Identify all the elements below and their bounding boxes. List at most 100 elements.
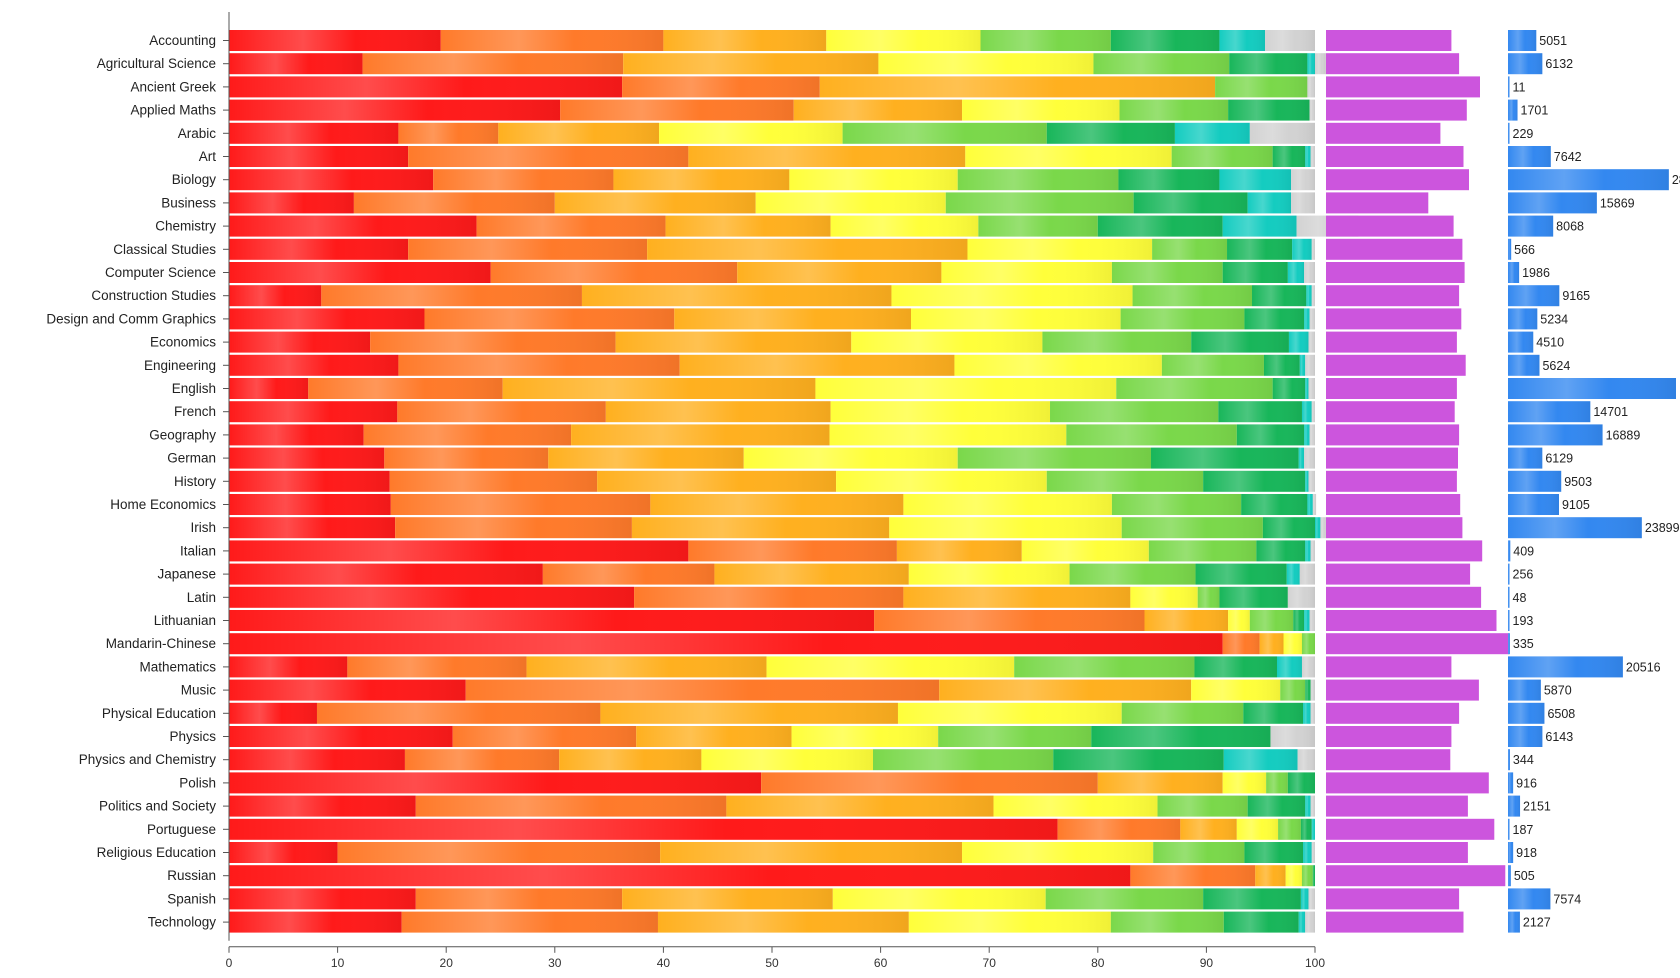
- count-label: 23899: [1645, 521, 1680, 535]
- category-label: Physics: [169, 729, 216, 744]
- count-bar-sheen: [1508, 888, 1551, 910]
- grade-segment-sheen: [938, 726, 1092, 747]
- count-label: 5234: [1540, 312, 1568, 326]
- grade-segment-sheen: [229, 563, 543, 585]
- grade-segment-sheen: [1218, 401, 1302, 423]
- count-label: 187: [1513, 823, 1534, 837]
- x-tick-label: 80: [1091, 956, 1105, 970]
- count-label: 505: [1514, 869, 1535, 883]
- grade-segment-sheen: [1256, 540, 1306, 562]
- grade-segment-sheen: [1093, 53, 1230, 75]
- x-tick-label: 90: [1200, 956, 1214, 970]
- grade-segment-sheen: [939, 679, 1192, 701]
- purple-bar: [1326, 610, 1497, 631]
- category-label: English: [172, 381, 216, 396]
- count-bar-sheen: [1508, 424, 1603, 446]
- count-bar-sheen: [1508, 76, 1510, 98]
- grade-segment-sheen: [1171, 146, 1273, 167]
- grade-segment-sheen: [229, 285, 322, 307]
- grade-segment-sheen: [581, 285, 892, 307]
- grade-segment-sheen: [701, 749, 873, 771]
- grade-segment-sheen: [308, 378, 503, 399]
- category-label: Design and Comm Graphics: [46, 311, 216, 326]
- grade-segment-sheen: [1297, 749, 1315, 771]
- x-tick-label: 30: [548, 956, 562, 970]
- purple-bar: [1326, 702, 1460, 724]
- grade-segment-sheen: [1305, 470, 1309, 492]
- grade-segment-sheen: [229, 540, 689, 562]
- grade-segment-sheen: [908, 563, 1070, 585]
- grade-segment-sheen: [1133, 192, 1248, 214]
- grade-segment-sheen: [415, 795, 727, 817]
- category-label: Biology: [172, 172, 217, 187]
- grade-segment-sheen: [1057, 818, 1181, 840]
- grade-segment-sheen: [1223, 911, 1299, 933]
- grade-segment-sheen: [1287, 262, 1305, 283]
- category-label: Religious Education: [97, 845, 216, 860]
- grade-segment-sheen: [1304, 308, 1310, 330]
- purple-bar: [1326, 146, 1464, 167]
- purple-bar: [1326, 818, 1495, 840]
- grade-segment-sheen: [229, 679, 466, 701]
- grade-segment-sheen: [229, 818, 1058, 840]
- grade-segment-sheen: [1247, 795, 1306, 817]
- grade-segment-sheen: [726, 795, 994, 817]
- count-label: 16889: [1606, 428, 1641, 442]
- grade-segment-sheen: [1120, 308, 1245, 330]
- grade-segment-sheen: [597, 470, 837, 492]
- category-label: Polish: [179, 775, 216, 790]
- purple-bar: [1326, 76, 1480, 98]
- grade-segment-sheen: [1304, 610, 1310, 631]
- grade-segment-sheen: [1262, 517, 1315, 539]
- count-bar-sheen: [1508, 749, 1510, 771]
- grade-segment-sheen: [908, 911, 1111, 933]
- count-label: 7574: [1553, 892, 1581, 906]
- grade-segment-sheen: [1228, 610, 1250, 631]
- purple-bar: [1326, 842, 1468, 863]
- grade-segment-sheen: [1223, 749, 1298, 771]
- count-label: 2151: [1523, 800, 1551, 814]
- grade-segment-sheen: [1310, 702, 1315, 724]
- grade-segment-sheen: [1308, 331, 1315, 353]
- category-label: Accounting: [149, 33, 216, 48]
- purple-bar: [1326, 331, 1457, 353]
- grade-segment-sheen: [1301, 401, 1312, 423]
- grade-segment-sheen: [679, 354, 955, 376]
- grade-segment-sheen: [229, 238, 409, 260]
- grade-segment-sheen: [502, 378, 816, 399]
- purple-bar: [1326, 285, 1460, 307]
- grade-segment-sheen: [229, 749, 405, 771]
- grade-segment-sheen: [1300, 818, 1312, 840]
- category-label: Construction Studies: [91, 288, 216, 303]
- grade-segment-sheen: [1249, 610, 1294, 631]
- grade-segment-sheen: [476, 215, 666, 237]
- category-label: Art: [199, 149, 217, 164]
- grade-segment-sheen: [395, 517, 632, 539]
- grade-segment-sheen: [337, 842, 661, 863]
- grade-segment-sheen: [1292, 238, 1312, 260]
- grade-segment-sheen: [1308, 378, 1315, 399]
- grade-segment-sheen: [440, 30, 664, 51]
- grade-segment-sheen: [623, 53, 879, 75]
- grade-segment-sheen: [1309, 424, 1315, 446]
- count-label: 14701: [1593, 405, 1628, 419]
- count-bar-sheen: [1508, 169, 1669, 191]
- grade-segment-sheen: [229, 470, 390, 492]
- category-label: Arabic: [178, 126, 217, 141]
- grade-segment-sheen: [954, 354, 1162, 376]
- grade-segment-sheen: [1069, 563, 1196, 585]
- grade-segment-sheen: [401, 911, 658, 933]
- grade-segment-sheen: [873, 749, 1054, 771]
- grade-segment-sheen: [688, 540, 897, 562]
- grade-segment-sheen: [1219, 169, 1292, 191]
- grade-segment-sheen: [688, 146, 966, 167]
- grade-segment-sheen: [1153, 842, 1245, 863]
- grade-segment-sheen: [1195, 563, 1287, 585]
- grade-segment-sheen: [363, 424, 572, 446]
- grade-segment-sheen: [229, 586, 635, 608]
- x-tick-label: 20: [440, 956, 454, 970]
- grade-segment-sheen: [896, 540, 1022, 562]
- grade-segment-sheen: [229, 842, 338, 863]
- count-label: 2127: [1523, 916, 1551, 930]
- count-bar-sheen: [1508, 470, 1562, 492]
